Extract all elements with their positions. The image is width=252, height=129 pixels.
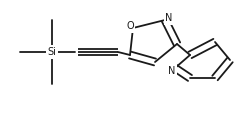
Text: O: O	[126, 21, 133, 31]
Text: Si: Si	[47, 47, 56, 57]
Text: N: N	[168, 66, 175, 76]
Text: N: N	[165, 13, 172, 23]
